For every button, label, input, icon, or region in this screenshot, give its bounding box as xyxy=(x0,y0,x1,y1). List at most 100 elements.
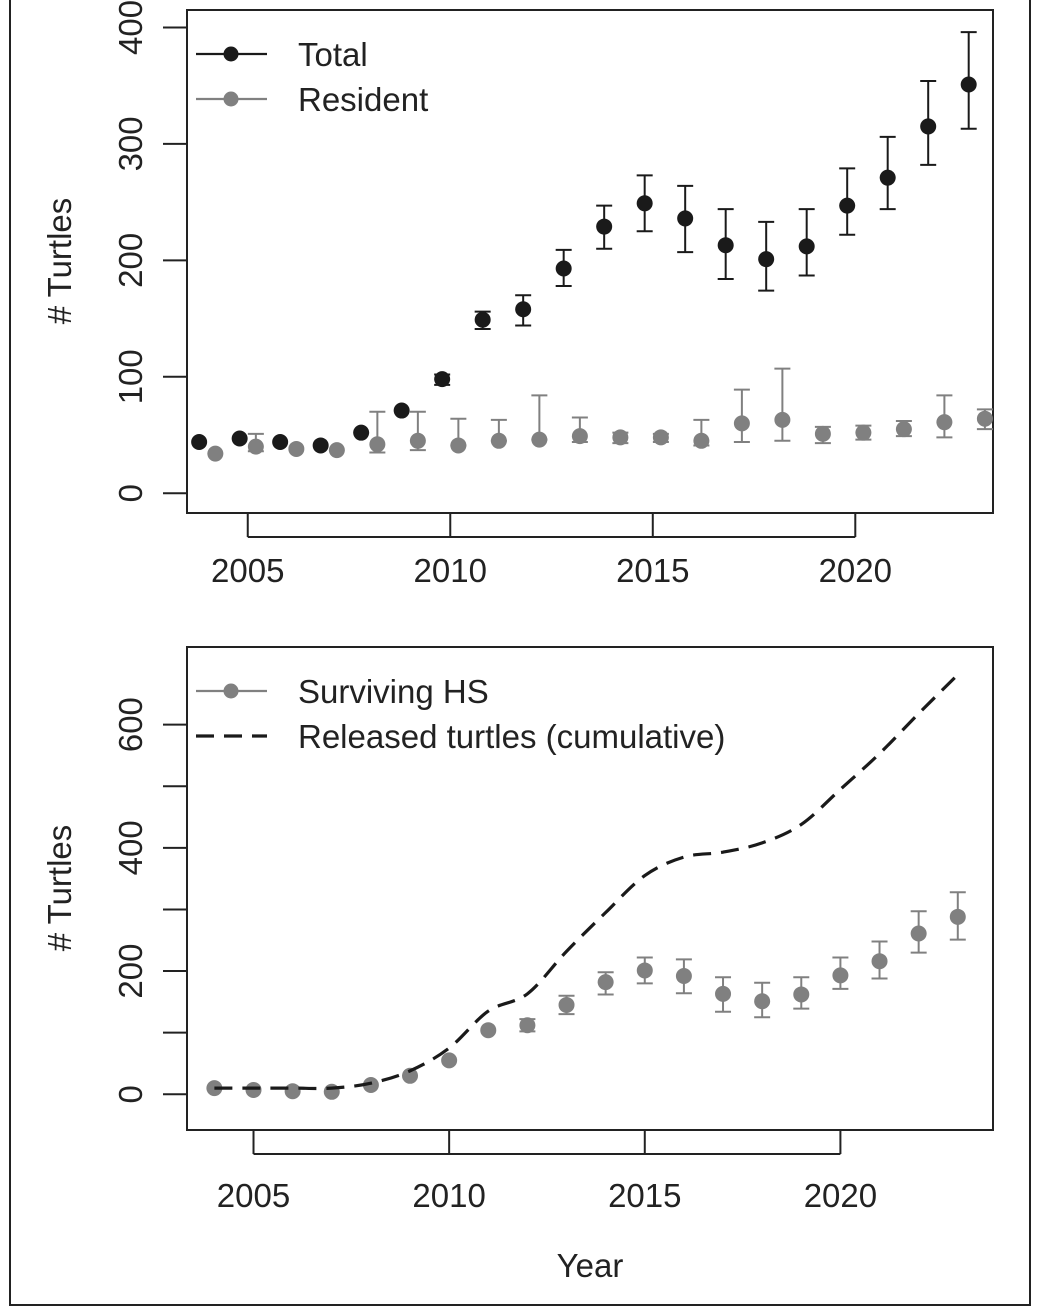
total-point xyxy=(677,210,694,227)
y-tick-label: 0 xyxy=(112,1085,149,1103)
total-point xyxy=(758,251,775,268)
x-tick-label: 2010 xyxy=(414,552,487,589)
total-point xyxy=(555,260,572,277)
resident-point xyxy=(733,415,750,432)
y-tick-label: 400 xyxy=(112,820,149,875)
total-point xyxy=(515,301,532,318)
surviving-hs-point xyxy=(480,1022,497,1039)
total-point xyxy=(636,195,653,212)
resident-point xyxy=(409,432,426,449)
surviving-hs-point xyxy=(362,1077,379,1094)
legend-surviving-label: Surviving HS xyxy=(298,673,489,710)
surviving-hs-point xyxy=(675,967,692,984)
x-axis-spacer xyxy=(254,1130,841,1154)
x-tick-label: 2010 xyxy=(412,1177,485,1214)
surviving-hs-point xyxy=(910,925,927,942)
total-point xyxy=(353,424,370,441)
resident-point xyxy=(976,410,993,427)
resident-point xyxy=(612,429,629,446)
total-point xyxy=(191,433,208,450)
resident-point xyxy=(855,424,872,441)
surviving-hs-point xyxy=(245,1081,262,1098)
surviving-hs-point xyxy=(558,996,575,1013)
surviving-hs-point xyxy=(832,967,849,984)
resident-point xyxy=(247,438,264,455)
x-tick-label: 2015 xyxy=(608,1177,681,1214)
resident-point xyxy=(207,445,224,462)
resident-point xyxy=(369,436,386,453)
surviving-hs-point xyxy=(519,1017,536,1034)
x-tick-label: 2005 xyxy=(211,552,284,589)
released-turtles-cumulative-line xyxy=(214,673,959,1091)
surviving-hs-point xyxy=(597,974,614,991)
y-tick-label: 200 xyxy=(112,233,149,288)
legend-released-label: Released turtles (cumulative) xyxy=(298,718,725,755)
total-point xyxy=(960,76,977,93)
x-tick-label: 2015 xyxy=(616,552,689,589)
resident-point xyxy=(328,442,345,459)
data-marks xyxy=(206,673,966,1100)
total-point xyxy=(879,169,896,186)
total-point xyxy=(920,118,937,135)
x-axis-title: Year xyxy=(557,1247,624,1284)
figure-frame xyxy=(9,0,1031,1306)
y-tick-label: 0 xyxy=(112,484,149,502)
y-tick-label: 400 xyxy=(112,0,149,55)
x-tick-label: 2005 xyxy=(217,1177,290,1214)
y-tick-label: 600 xyxy=(112,697,149,752)
total-point xyxy=(312,437,329,454)
legend-surviving-marker xyxy=(223,683,239,699)
surviving-hs-point xyxy=(284,1083,301,1100)
surviving-hs-point xyxy=(402,1067,419,1084)
resident-point xyxy=(936,414,953,431)
data-marks xyxy=(191,31,993,462)
y-tick-label: 100 xyxy=(112,349,149,404)
resident-point xyxy=(490,432,507,449)
x-axis: 2005 2010 2015 2020 xyxy=(211,513,892,589)
y-axis: 0 200 400 600 xyxy=(112,697,188,1103)
surviving-hs-point xyxy=(949,908,966,925)
legend: Surviving HS Released turtles (cumulativ… xyxy=(196,673,725,755)
y-axis: 0 100 200 300 400 xyxy=(112,0,188,502)
legend: Total Resident xyxy=(196,36,428,118)
x-axis-spacer xyxy=(248,513,856,537)
top-panel: 0 100 200 300 400 2005 2010 2015 2020 # Turtles… xyxy=(41,0,994,589)
x-tick-label: 2020 xyxy=(804,1177,877,1214)
bottom-panel: 0 200 400 600 2005 2010 2015 2020 # Turtles Ye… xyxy=(41,646,994,1284)
x-tick-label: 2020 xyxy=(819,552,892,589)
resident-point xyxy=(531,431,548,448)
total-point xyxy=(798,238,815,255)
y-tick-label: 300 xyxy=(112,116,149,171)
resident-point xyxy=(895,421,912,438)
legend-total-marker xyxy=(223,46,239,62)
total-point xyxy=(839,197,856,214)
surviving-hs-point xyxy=(636,962,653,979)
resident-point xyxy=(450,437,467,454)
resident-point xyxy=(288,440,305,457)
total-point xyxy=(272,433,289,450)
resident-point xyxy=(571,428,588,445)
resident-point xyxy=(652,429,669,446)
legend-resident-marker xyxy=(223,91,239,107)
resident-point xyxy=(774,411,791,428)
total-point xyxy=(596,218,613,235)
surviving-hs-point xyxy=(715,985,732,1002)
y-tick-label: 200 xyxy=(112,944,149,999)
surviving-hs-point xyxy=(441,1052,458,1069)
surviving-hs-point xyxy=(871,953,888,970)
x-axis: 2005 2010 2015 2020 xyxy=(217,1130,877,1214)
total-point xyxy=(717,237,734,254)
total-point xyxy=(474,311,491,328)
resident-point xyxy=(693,432,710,449)
legend-total-label: Total xyxy=(298,36,368,73)
y-axis-title: # Turtles xyxy=(41,198,78,325)
surviving-hs-point xyxy=(793,986,810,1003)
y-axis-title: # Turtles xyxy=(41,825,78,952)
total-point xyxy=(231,430,248,447)
surviving-hs-point xyxy=(754,993,771,1010)
total-point xyxy=(434,371,451,388)
legend-resident-label: Resident xyxy=(298,81,428,118)
total-point xyxy=(393,402,410,419)
resident-point xyxy=(814,425,831,442)
